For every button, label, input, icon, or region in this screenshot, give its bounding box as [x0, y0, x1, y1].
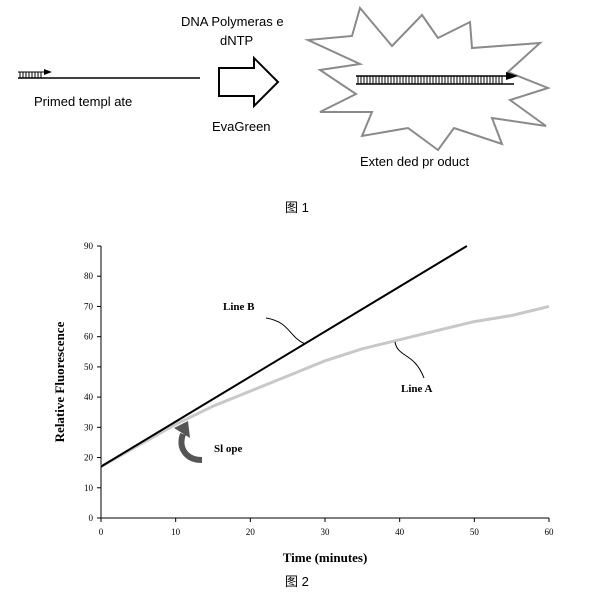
primer-hatch [18, 71, 44, 78]
x-tick-label: 0 [99, 527, 104, 537]
x-tick-label: 20 [246, 527, 256, 537]
fluorescence-burst-icon [304, 5, 551, 152]
line-b-pointer [265, 317, 306, 345]
figure2-caption: 图 2 [285, 574, 309, 589]
x-tick-label: 40 [395, 527, 405, 537]
x-tick-label: 60 [545, 527, 555, 537]
line-b-label: Line B [223, 301, 255, 313]
y-tick-label: 0 [89, 513, 94, 523]
y-tick-label: 20 [84, 453, 94, 463]
primed-template [18, 69, 200, 79]
line-a-pointer [394, 341, 425, 379]
x-axis-label: Time (minutes) [283, 550, 368, 565]
chart: 0 10 20 30 40 50 60 0 10 20 30 40 50 60 70 80 90 Time (m… [52, 241, 554, 565]
series-line-b [100, 245, 468, 468]
y-tick-label: 40 [84, 392, 94, 402]
x-tick-label: 10 [171, 527, 181, 537]
x-tick-label: 30 [321, 527, 331, 537]
x-tick-label: 50 [470, 527, 480, 537]
figure1-diagram: Primed templ ate DNA Polymeras e dNTP Ev… [18, 5, 551, 169]
y-tick-label: 30 [84, 422, 94, 432]
line-a-label: Line A [401, 383, 433, 395]
primer-arrowhead [44, 69, 52, 75]
slope-label: Sl ope [214, 443, 243, 455]
dye-label: EvaGreen [212, 119, 271, 134]
y-tick-label: 80 [84, 271, 94, 281]
y-tick-label: 70 [84, 301, 94, 311]
chart-ticks: 0 10 20 30 40 50 60 0 10 20 30 40 50 60 70 80 90 [84, 241, 554, 537]
primed-template-label: Primed templ ate [34, 94, 132, 109]
enzyme-label-line2: dNTP [220, 33, 253, 48]
product-arrowhead [506, 72, 518, 80]
series-line-a [100, 304, 550, 468]
slope-arrow-icon [174, 421, 203, 463]
figure1-caption: 图 1 [285, 200, 309, 215]
chart-series [100, 245, 550, 468]
y-tick-label: 90 [84, 241, 94, 251]
y-tick-label: 10 [84, 483, 94, 493]
extended-product-duplex [356, 72, 518, 85]
process-arrow-icon [218, 55, 280, 109]
product-label: Exten ded pr oduct [360, 154, 470, 169]
y-tick-label: 50 [84, 362, 94, 372]
chart-axes [100, 246, 549, 519]
y-axis-label: Relative Fluorescence [52, 321, 67, 442]
enzyme-label-line1: DNA Polymeras e [181, 14, 284, 29]
y-tick-label: 60 [84, 332, 94, 342]
